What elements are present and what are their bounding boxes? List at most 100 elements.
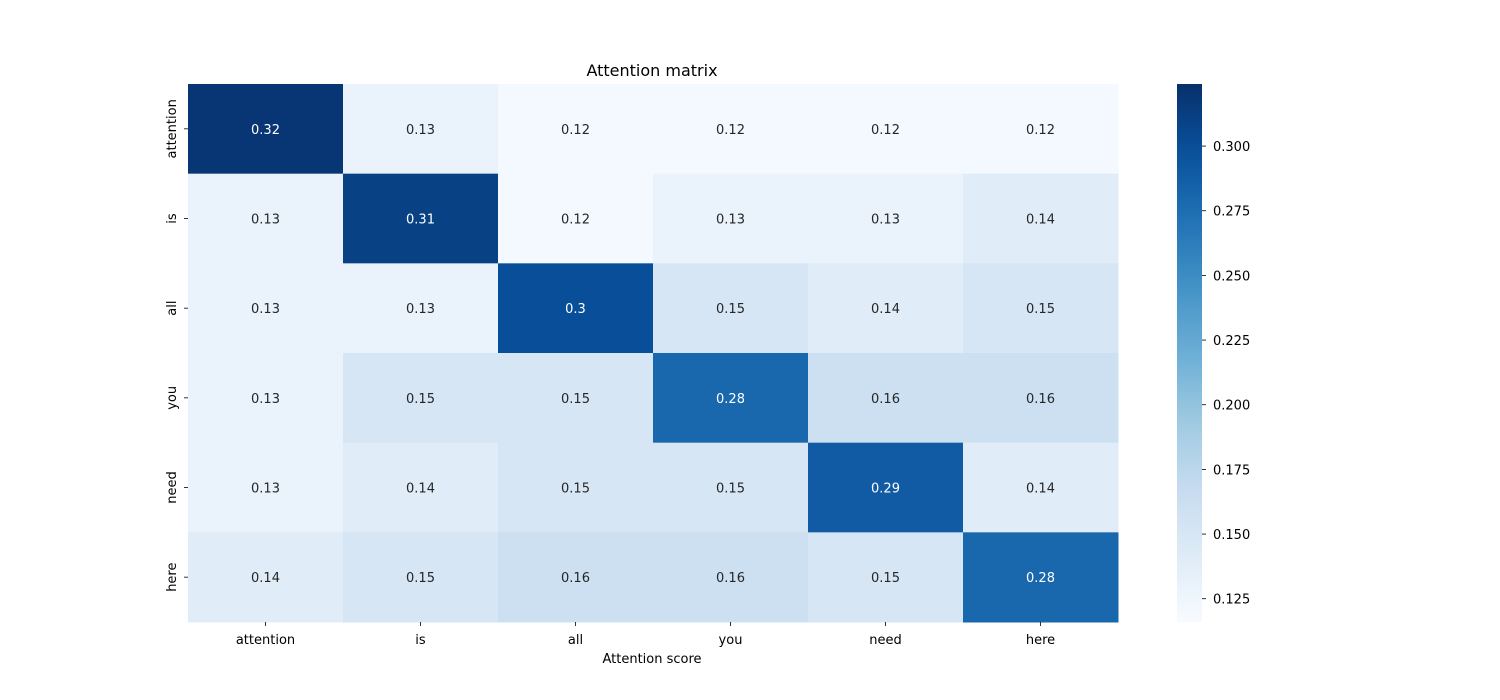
cell-value-label: 0.15 (406, 392, 435, 407)
heatmap-cell (808, 263, 964, 354)
heatmap-cell (498, 84, 654, 175)
heatmap-cell (498, 263, 654, 354)
cell-value-label: 0.13 (871, 213, 900, 228)
heatmap-cell (808, 353, 964, 444)
heatmap-cells (188, 84, 1119, 623)
heatmap-cell (188, 84, 344, 175)
cell-value-label: 0.12 (561, 213, 590, 228)
cell-value-label: 0.13 (251, 302, 280, 317)
x-tick-label: all (568, 633, 583, 648)
y-tick-label: you (165, 386, 180, 410)
heatmap-cell (963, 84, 1119, 175)
heatmap-cell (498, 353, 654, 444)
heatmap-cell (188, 442, 344, 533)
heatmap-cell (498, 532, 654, 623)
cell-value-label: 0.15 (1026, 302, 1055, 317)
heatmap-cell (188, 263, 344, 354)
cell-value-label: 0.31 (406, 213, 435, 228)
heatmap-cell (343, 263, 499, 354)
x-tick-label: here (1026, 633, 1055, 648)
cell-value-label: 0.13 (406, 123, 435, 138)
colorbar-gradient (1177, 84, 1202, 622)
heatmap-cell (653, 173, 809, 264)
x-tick-label: attention (236, 633, 295, 648)
cell-value-label: 0.15 (561, 392, 590, 407)
cell-value-label: 0.13 (251, 213, 280, 228)
cell-value-label: 0.13 (251, 392, 280, 407)
cell-value-label: 0.15 (716, 482, 745, 497)
cell-value-label: 0.13 (406, 302, 435, 317)
cell-value-label: 0.15 (871, 571, 900, 586)
colorbar-tick-label: 0.150 (1213, 528, 1250, 543)
y-tick-label: here (165, 563, 180, 592)
heatmap-cell (653, 353, 809, 444)
heatmap-cell (653, 263, 809, 354)
cell-value-label: 0.12 (561, 123, 590, 138)
x-tick-label: you (719, 633, 743, 648)
cell-value-label: 0.15 (716, 302, 745, 317)
cell-value-label: 0.16 (716, 571, 745, 586)
colorbar-tick-label: 0.175 (1213, 463, 1250, 478)
colorbar-tick-label: 0.250 (1213, 269, 1250, 284)
heatmap-cell (653, 84, 809, 175)
heatmap-cell (343, 442, 499, 533)
heatmap-cell (808, 532, 964, 623)
cell-value-label: 0.14 (1026, 482, 1055, 497)
colorbar-tick-label: 0.200 (1213, 399, 1250, 414)
cell-value-label: 0.12 (716, 123, 745, 138)
heatmap-cell (963, 442, 1119, 533)
x-tick-label: is (415, 633, 426, 648)
cell-value-label: 0.29 (871, 482, 900, 497)
chart-title: Attention matrix (586, 61, 717, 80)
cell-value-label: 0.13 (716, 213, 745, 228)
heatmap-cell (498, 173, 654, 264)
cell-value-label: 0.3 (565, 302, 586, 317)
x-axis-ticks: attention is all you need here (236, 622, 1055, 648)
cell-value-label: 0.16 (1026, 392, 1055, 407)
heatmap-cell (963, 263, 1119, 354)
cell-value-label: 0.15 (561, 482, 590, 497)
y-axis-ticks: attention is all you need here (165, 99, 188, 592)
heatmap-cell (808, 84, 964, 175)
heatmap-cell (343, 84, 499, 175)
colorbar-tick-label: 0.275 (1213, 205, 1250, 220)
heatmap-cell (963, 173, 1119, 264)
heatmap-cell (498, 442, 654, 533)
heatmap-cell (808, 173, 964, 264)
colorbar-ticks: 0.125 0.150 0.175 0.200 0.225 0.250 0.275 0.300 (1202, 140, 1250, 608)
cell-value-label: 0.15 (406, 571, 435, 586)
cell-value-label: 0.13 (251, 482, 280, 497)
y-tick-label: is (165, 213, 180, 224)
heatmap-cell (653, 442, 809, 533)
cell-value-label: 0.14 (1026, 213, 1055, 228)
cell-value-label: 0.12 (871, 123, 900, 138)
cell-value-label: 0.28 (1026, 571, 1055, 586)
cell-value-label: 0.14 (406, 482, 435, 497)
colorbar-tick-label: 0.125 (1213, 593, 1250, 608)
heatmap-cell (188, 173, 344, 264)
heatmap-cell (343, 173, 499, 264)
colorbar: 0.125 0.150 0.175 0.200 0.225 0.250 0.275 0.300 (1177, 84, 1250, 622)
cell-value-label: 0.14 (871, 302, 900, 317)
cell-value-label: 0.16 (871, 392, 900, 407)
cell-value-label: 0.12 (1026, 123, 1055, 138)
heatmap-cell (963, 353, 1119, 444)
y-tick-label: attention (165, 99, 180, 158)
x-tick-label: need (869, 633, 902, 648)
heatmap-cell (808, 442, 964, 533)
cell-value-label: 0.28 (716, 392, 745, 407)
heatmap-cell (343, 353, 499, 444)
cell-value-label: 0.16 (561, 571, 590, 586)
cell-value-label: 0.32 (251, 123, 280, 138)
x-axis-label: Attention score (602, 652, 701, 667)
heatmap-cell (653, 532, 809, 623)
cell-value-label: 0.14 (251, 571, 280, 586)
colorbar-tick-label: 0.300 (1213, 140, 1250, 155)
heatmap-cell (963, 532, 1119, 623)
heatmap-cell (188, 353, 344, 444)
y-tick-label: all (165, 301, 180, 316)
heatmap-cell (343, 532, 499, 623)
heatmap-cell (188, 532, 344, 623)
colorbar-tick-label: 0.225 (1213, 334, 1250, 349)
